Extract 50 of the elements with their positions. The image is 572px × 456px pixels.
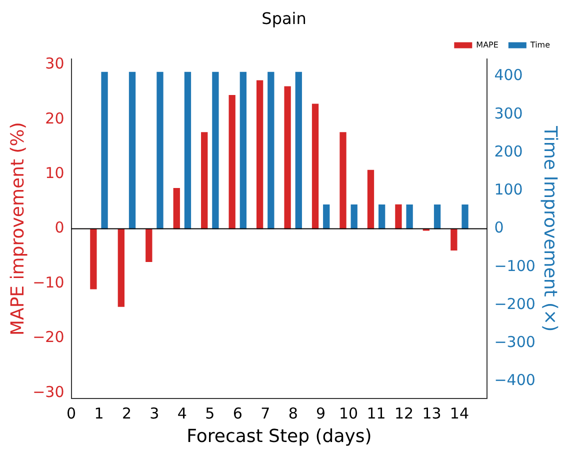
x-tick-label: 12 [394,404,414,422]
x-tick-label: 1 [94,404,104,422]
x-tick-label: 13 [422,404,442,422]
y-tick-label: 30 [45,54,64,73]
y-axis-title: MAPE improvement (%) [7,122,28,336]
y2-tick-label: −300 [494,333,536,352]
bar [201,132,208,230]
y-tick-label: 10 [45,164,64,182]
x-tick-label: 9 [316,404,326,422]
bar [146,228,152,262]
y-tick-label: −30 [32,382,64,401]
y2-tick-label: 300 [494,104,523,122]
legend-label: Time [529,40,550,50]
x-tick-label: 8 [288,404,298,422]
x-tick-label: 0 [66,404,76,422]
chart-title: Spain [262,8,306,28]
y2-tick-label: 400 [494,66,523,84]
x-tick-label: 14 [450,404,470,422]
x-tick-label: 11 [366,404,386,422]
y2-tick-label: −100 [494,256,536,275]
y2-tick-label: 200 [494,142,523,160]
y-tick-label: −20 [32,328,64,346]
bar [228,94,236,230]
x-axis-title: Forecast Step (days) [186,426,372,447]
x-tick-label: 4 [177,404,187,422]
bar [256,80,264,230]
y-tick-label: 20 [45,109,64,128]
x-tick-label: 6 [232,404,242,422]
x-tick-label: 3 [150,404,160,422]
y-tick-label: 0 [54,218,64,237]
y2-tick-label: −200 [494,294,536,313]
bar [395,204,402,230]
legend-label: MAPE [476,40,498,50]
x-tick-label: 10 [339,404,358,422]
y2-axis-title: Time Improvement (×) [540,124,561,332]
y2-tick-label: 0 [494,218,504,237]
bar [367,170,374,230]
x-tick-label: 2 [122,404,132,422]
bar [118,228,124,307]
bar [284,86,291,230]
y-tick-label: −10 [32,273,64,292]
bar [90,228,97,290]
bar [173,188,180,230]
bar [450,228,458,250]
bar [340,132,346,230]
y2-tick-label: 100 [494,180,523,199]
x-tick-label: 5 [205,404,215,422]
x-tick-label: 7 [260,404,270,422]
bar [312,104,319,230]
y2-tick-label: −400 [494,371,536,390]
